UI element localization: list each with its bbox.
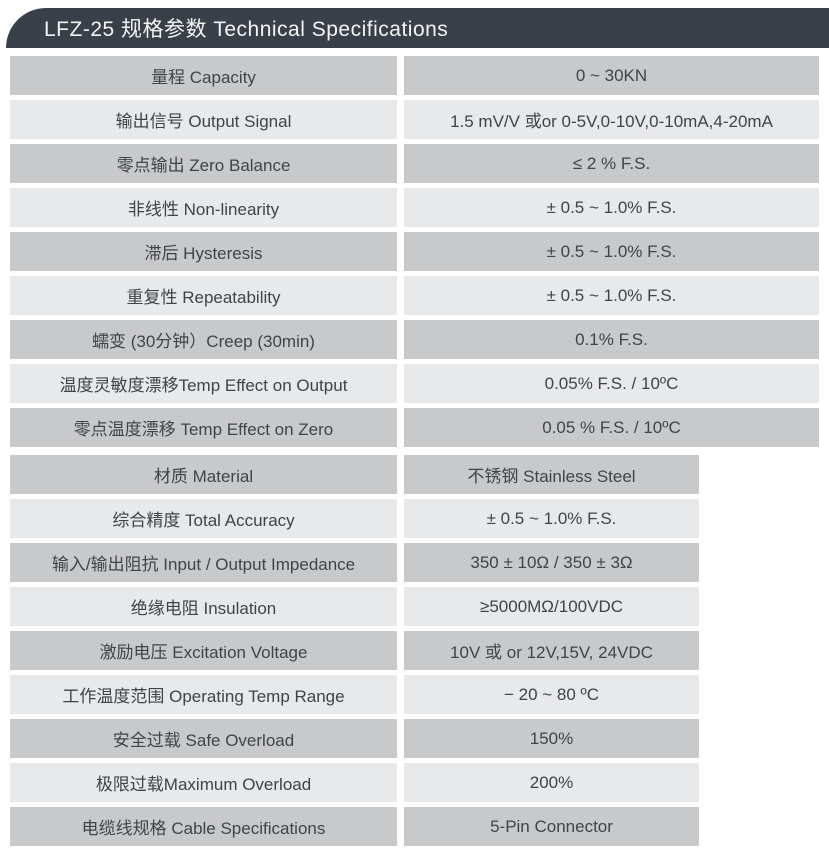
spec-value-cell: 不锈钢 Stainless Steel bbox=[404, 455, 699, 494]
page-title: LFZ-25 规格参数 Technical Specifications bbox=[44, 18, 449, 41]
spec-value-cell: ± 0.5 ~ 1.0% F.S. bbox=[404, 499, 699, 538]
row-output-signal: 输出信号 Output Signal 1.5 mV/V 或or 0-5V,0-1… bbox=[10, 100, 829, 139]
spec-value-cell: ± 0.5 ~ 1.0% F.S. bbox=[404, 232, 819, 271]
row-cable-specifications: 电缆线规格 Cable Specifications 5-Pin Connect… bbox=[10, 807, 829, 846]
spec-label-cell: 温度灵敏度漂移Temp Effect on Output bbox=[10, 364, 397, 403]
row-capacity: 量程 Capacity 0 ~ 30KN bbox=[10, 56, 829, 95]
row-non-linearity: 非线性 Non-linearity ± 0.5 ~ 1.0% F.S. bbox=[10, 188, 829, 227]
spec-label-cell: 重复性 Repeatability bbox=[10, 276, 397, 315]
row-impedance: 输入/输出阻抗 Input / Output Impedance 350 ± 1… bbox=[10, 543, 829, 582]
spec-table-section-2: 材质 Material 不锈钢 Stainless Steel 综合精度 Tot… bbox=[10, 455, 829, 846]
spec-label-cell: 滞后 Hysteresis bbox=[10, 232, 397, 271]
header-bar: LFZ-25 规格参数 Technical Specifications bbox=[6, 8, 829, 48]
row-maximum-overload: 极限过载Maximum Overload 200% bbox=[10, 763, 829, 802]
spec-value-cell: 350 ± 10Ω / 350 ± 3Ω bbox=[404, 543, 699, 582]
spec-label-cell: 绝缘电阻 Insulation bbox=[10, 587, 397, 626]
spec-value-cell: 0.1% F.S. bbox=[404, 320, 819, 359]
row-insulation: 绝缘电阻 Insulation ≥5000MΩ/100VDC bbox=[10, 587, 829, 626]
spec-label-cell: 电缆线规格 Cable Specifications bbox=[10, 807, 397, 846]
row-operating-temp-range: 工作温度范围 Operating Temp Range − 20 ~ 80 ºC bbox=[10, 675, 829, 714]
spec-label-cell: 蠕变 (30分钟）Creep (30min) bbox=[10, 320, 397, 359]
spec-label-cell: 零点温度漂移 Temp Effect on Zero bbox=[10, 408, 397, 447]
spec-value-cell: 5-Pin Connector bbox=[404, 807, 699, 846]
row-temp-effect-zero: 零点温度漂移 Temp Effect on Zero 0.05 % F.S. /… bbox=[10, 408, 829, 447]
spec-value-cell: ± 0.5 ~ 1.0% F.S. bbox=[404, 276, 819, 315]
spec-table-section-1: 量程 Capacity 0 ~ 30KN 输出信号 Output Signal … bbox=[10, 56, 829, 447]
spec-value-cell: ≥5000MΩ/100VDC bbox=[404, 587, 699, 626]
spec-label-cell: 工作温度范围 Operating Temp Range bbox=[10, 675, 397, 714]
spec-label-cell: 零点输出 Zero Balance bbox=[10, 144, 397, 183]
spec-value-cell: 10V 或 or 12V,15V, 24VDC bbox=[404, 631, 699, 670]
row-zero-balance: 零点输出 Zero Balance ≤ 2 % F.S. bbox=[10, 144, 829, 183]
row-material: 材质 Material 不锈钢 Stainless Steel bbox=[10, 455, 829, 494]
row-hysteresis: 滞后 Hysteresis ± 0.5 ~ 1.0% F.S. bbox=[10, 232, 829, 271]
spec-label-cell: 综合精度 Total Accuracy bbox=[10, 499, 397, 538]
spec-table: 量程 Capacity 0 ~ 30KN 输出信号 Output Signal … bbox=[0, 56, 829, 846]
spec-label-cell: 非线性 Non-linearity bbox=[10, 188, 397, 227]
spec-value-cell: 0.05 % F.S. / 10ºC bbox=[404, 408, 819, 447]
spec-value-cell: 1.5 mV/V 或or 0-5V,0-10V,0-10mA,4-20mA bbox=[404, 100, 819, 139]
spec-label-cell: 极限过载Maximum Overload bbox=[10, 763, 397, 802]
spec-label-cell: 输出信号 Output Signal bbox=[10, 100, 397, 139]
spec-value-cell: − 20 ~ 80 ºC bbox=[404, 675, 699, 714]
row-temp-effect-output: 温度灵敏度漂移Temp Effect on Output 0.05% F.S. … bbox=[10, 364, 829, 403]
row-total-accuracy: 综合精度 Total Accuracy ± 0.5 ~ 1.0% F.S. bbox=[10, 499, 829, 538]
spec-label-cell: 输入/输出阻抗 Input / Output Impedance bbox=[10, 543, 397, 582]
row-excitation-voltage: 激励电压 Excitation Voltage 10V 或 or 12V,15V… bbox=[10, 631, 829, 670]
row-repeatability: 重复性 Repeatability ± 0.5 ~ 1.0% F.S. bbox=[10, 276, 829, 315]
spec-value-cell: 150% bbox=[404, 719, 699, 758]
spec-label-cell: 量程 Capacity bbox=[10, 56, 397, 95]
spec-value-cell: 0 ~ 30KN bbox=[404, 56, 819, 95]
spec-value-cell: 0.05% F.S. / 10ºC bbox=[404, 364, 819, 403]
spec-value-cell: ≤ 2 % F.S. bbox=[404, 144, 819, 183]
spec-label-cell: 安全过载 Safe Overload bbox=[10, 719, 397, 758]
spec-label-cell: 激励电压 Excitation Voltage bbox=[10, 631, 397, 670]
spec-value-cell: ± 0.5 ~ 1.0% F.S. bbox=[404, 188, 819, 227]
row-creep: 蠕变 (30分钟）Creep (30min) 0.1% F.S. bbox=[10, 320, 829, 359]
row-safe-overload: 安全过载 Safe Overload 150% bbox=[10, 719, 829, 758]
spec-value-cell: 200% bbox=[404, 763, 699, 802]
spec-label-cell: 材质 Material bbox=[10, 455, 397, 494]
